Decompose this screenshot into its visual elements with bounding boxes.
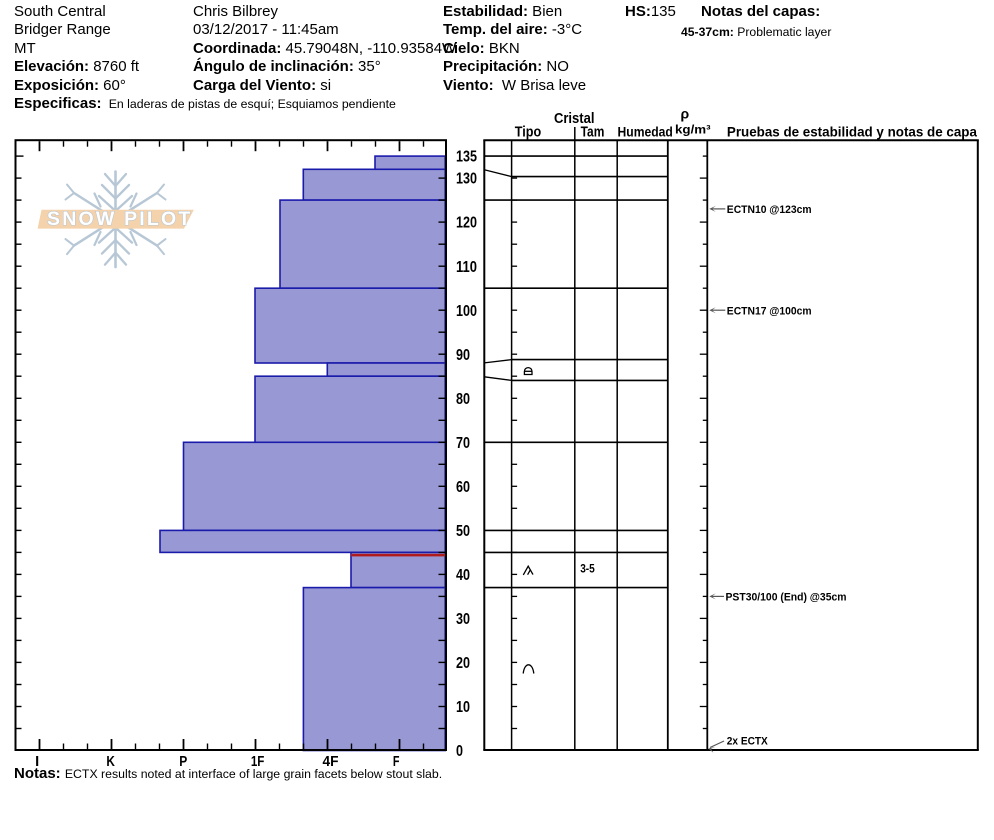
svg-text:Pruebas de estabilidad y notas: Pruebas de estabilidad y notas de capa bbox=[727, 125, 977, 140]
svg-text:90: 90 bbox=[456, 347, 470, 364]
svg-text:Cristal: Cristal bbox=[554, 111, 595, 127]
svg-text:SNOW PILOT: SNOW PILOT bbox=[47, 208, 193, 230]
svg-text:P: P bbox=[179, 754, 187, 770]
svg-text:F: F bbox=[393, 754, 400, 770]
svg-text:80: 80 bbox=[456, 391, 470, 408]
svg-text:30: 30 bbox=[456, 611, 470, 628]
svg-text:ρ: ρ bbox=[680, 105, 689, 121]
svg-text:3-5: 3-5 bbox=[580, 563, 595, 575]
svg-text:ECTN10 @123cm: ECTN10 @123cm bbox=[727, 204, 812, 216]
svg-text:20: 20 bbox=[456, 655, 470, 672]
svg-text:120: 120 bbox=[456, 215, 477, 232]
svg-text:Tam: Tam bbox=[581, 125, 605, 141]
svg-text:Tipo: Tipo bbox=[515, 125, 542, 141]
svg-text:10: 10 bbox=[456, 699, 470, 716]
svg-text:Humedad: Humedad bbox=[618, 124, 673, 140]
svg-text:70: 70 bbox=[456, 435, 470, 452]
svg-text:50: 50 bbox=[456, 523, 470, 540]
svg-text:I: I bbox=[35, 754, 39, 770]
svg-text:130: 130 bbox=[456, 171, 477, 188]
svg-text:60: 60 bbox=[456, 479, 470, 496]
svg-text:0: 0 bbox=[456, 743, 463, 760]
svg-text:PST30/100 (End) @35cm: PST30/100 (End) @35cm bbox=[726, 592, 847, 604]
svg-text:K: K bbox=[106, 754, 115, 770]
svg-text:2x ECTX: 2x ECTX bbox=[727, 736, 769, 748]
svg-text:ECTN17 @100cm: ECTN17 @100cm bbox=[727, 305, 812, 317]
svg-text:40: 40 bbox=[456, 567, 470, 584]
svg-text:100: 100 bbox=[456, 303, 477, 320]
svg-text:110: 110 bbox=[456, 259, 477, 276]
svg-text:135: 135 bbox=[456, 149, 477, 166]
svg-text:kg/m³: kg/m³ bbox=[675, 122, 711, 136]
svg-text:4F: 4F bbox=[323, 754, 339, 770]
svg-text:1F: 1F bbox=[251, 754, 265, 770]
